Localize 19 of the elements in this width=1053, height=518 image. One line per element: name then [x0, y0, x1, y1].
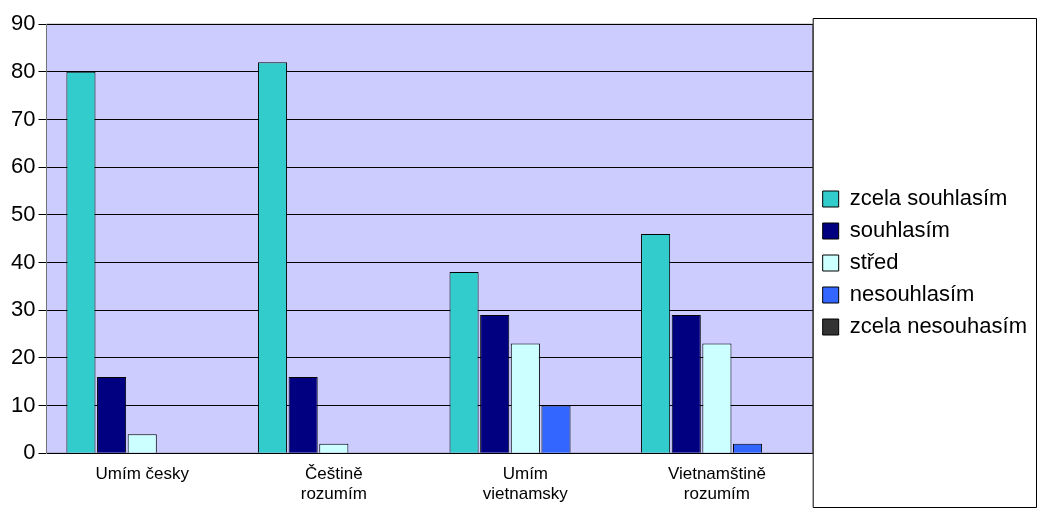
legend-label: souhlasím: [849, 217, 950, 243]
x-tick-label: Češtině rozumím: [300, 464, 367, 504]
y-tick-label: 80: [10, 57, 36, 83]
y-tick-label: 90: [10, 10, 36, 36]
y-tick-label: 40: [10, 248, 36, 274]
y-tick-label: 20: [10, 343, 36, 369]
y-tick-label: 10: [10, 391, 36, 417]
y-tick-label: 50: [10, 200, 36, 226]
legend-label: zcela nesouhasím: [849, 313, 1028, 339]
legend-label: zcela souhlasím: [849, 185, 1008, 211]
x-tick-label: Vietnamštině rozumím: [667, 464, 766, 504]
y-tick-label: 0: [23, 439, 36, 465]
y-tick-label: 30: [10, 296, 36, 322]
y-tick-label: 70: [10, 105, 36, 131]
legend-label: nesouhlasím: [849, 281, 975, 307]
legend-label: střed: [849, 249, 899, 275]
x-tick-label: Umím česky: [95, 464, 190, 484]
y-tick-label: 60: [10, 153, 36, 179]
x-tick-label: Umím vietnamsky: [482, 464, 569, 504]
